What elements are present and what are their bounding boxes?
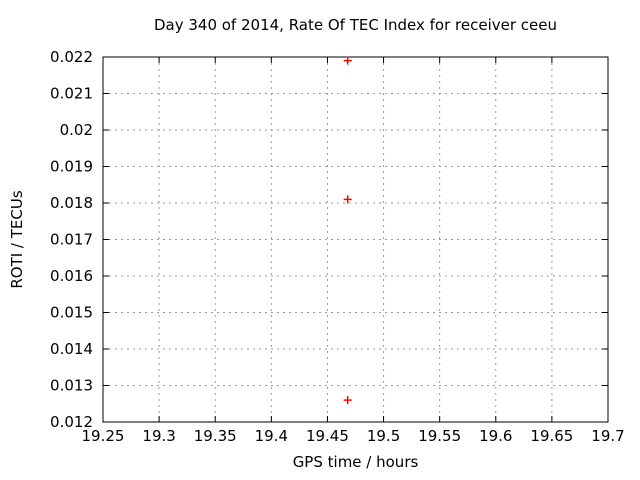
y-tick-label: 0.021	[50, 85, 93, 103]
y-tick-label: 0.017	[50, 231, 93, 249]
y-tick-label: 0.018	[50, 194, 93, 212]
y-tick-label: 0.019	[50, 158, 93, 176]
data-points-layer	[343, 56, 352, 405]
x-tick-label: 19.35	[194, 427, 237, 445]
y-tick-label: 0.016	[50, 267, 93, 285]
x-tick-label: 19.55	[418, 427, 461, 445]
x-tick-label: 19.65	[530, 427, 573, 445]
y-axis-label: ROTI / TECUs	[8, 190, 26, 288]
x-tick-label: 19.4	[255, 427, 288, 445]
x-tick-label: 19.45	[306, 427, 349, 445]
y-tick-label: 0.02	[60, 121, 93, 139]
x-tick-label: 19.25	[82, 427, 125, 445]
y-tick-labels: 0.012 0.013 0.014 0.015 0.016 0.017 0.018 0.019…	[50, 48, 93, 431]
data-point-marker	[343, 396, 352, 405]
y-tick-label: 0.012	[50, 413, 93, 431]
tick-marks-layer	[102, 56, 609, 423]
y-tick-label: 0.013	[50, 377, 93, 395]
data-point-marker	[343, 56, 352, 65]
x-tick-labels: 19.25 19.3 19.35 19.4 19.45 19.5 19.55 19.6 19.6…	[82, 427, 625, 445]
x-tick-label: 19.3	[142, 427, 175, 445]
x-axis-label: GPS time / hours	[293, 453, 419, 471]
y-tick-label: 0.014	[50, 340, 93, 358]
grid-layer	[102, 56, 609, 423]
y-tick-label: 0.022	[50, 48, 93, 66]
x-tick-label: 19.5	[367, 427, 400, 445]
y-tick-label: 0.015	[50, 304, 93, 322]
x-tick-label: 19.7	[591, 427, 624, 445]
data-point-marker	[343, 195, 352, 204]
chart-title: Day 340 of 2014, Rate Of TEC Index for r…	[154, 16, 557, 34]
x-tick-label: 19.6	[479, 427, 512, 445]
